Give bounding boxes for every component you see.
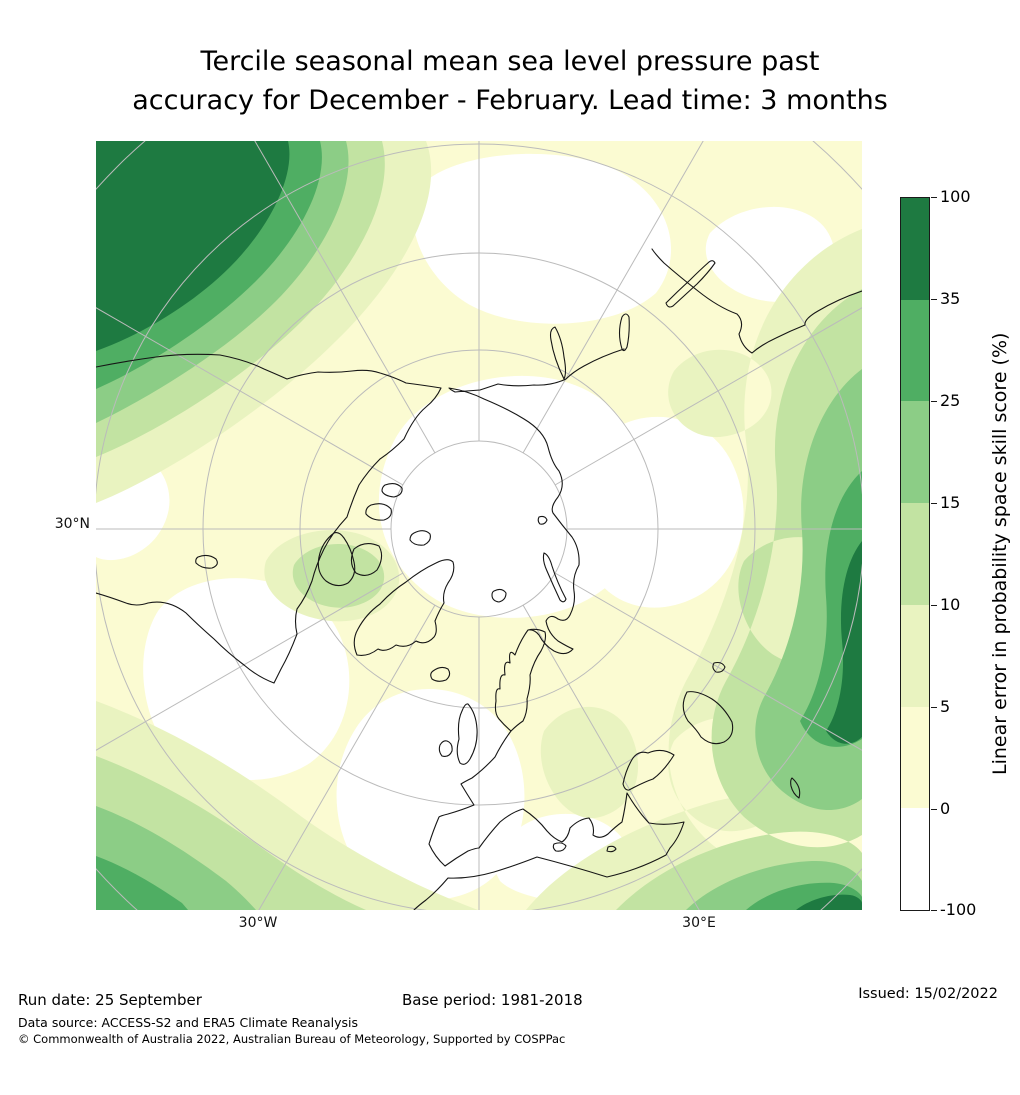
data-source-text: Data source: ACCESS-S2 and ERA5 Climate … (18, 1015, 358, 1030)
chart-title-line-1: Tercile seasonal mean sea level pressure… (200, 46, 820, 77)
colorbar-tick-label: 5 (940, 697, 951, 716)
colorbar-segment-15-25 (901, 401, 929, 504)
colorbar-tick-mark (931, 605, 937, 606)
coastlines (96, 248, 862, 910)
latitude-label-30n: 30°N (54, 516, 90, 532)
map-plot (96, 141, 862, 910)
colorbar-tick-mark (931, 197, 937, 198)
colorbar-tick-label: 100 (940, 187, 971, 206)
run-date-text: Run date: 25 September (18, 991, 202, 1009)
colorbar-segment-neg100-0 (901, 808, 929, 911)
colorbar-tick-mark (931, 809, 937, 810)
coastline-mainland (96, 248, 862, 910)
colorbar-tick-label: 10 (940, 595, 961, 614)
chart-title-line-2: accuracy for December - February. Lead t… (132, 85, 888, 116)
copyright-text: © Commonwealth of Australia 2022, Austra… (18, 1032, 566, 1046)
issued-text: Issued: 15/02/2022 (858, 986, 998, 1002)
colorbar-tick-mark (931, 503, 937, 504)
colorbar (900, 197, 930, 911)
base-period-text: Base period: 1981-2018 (402, 991, 583, 1009)
colorbar-tick-mark (931, 707, 937, 708)
contour-level6-regions (96, 141, 862, 910)
colorbar-tick-label: 15 (940, 493, 961, 512)
colorbar-segment-0-5 (901, 706, 929, 809)
colorbar-tick-label: 25 (940, 391, 961, 410)
colorbar-tick-label: 0 (940, 799, 951, 818)
contour-level0-regions (96, 153, 835, 904)
colorbar-segment-5-10 (901, 604, 929, 707)
colorbar-tick-mark (931, 401, 937, 402)
map-svg (96, 141, 862, 910)
longitude-label-30w: 30°W (238, 915, 278, 931)
colorbar-tick-mark (931, 299, 937, 300)
graticule-meridians (96, 141, 862, 910)
coastline-islands (195, 260, 801, 853)
colorbar-axis-label: Linear error in probability space skill … (989, 332, 1011, 776)
colorbar-segment-25-35 (901, 299, 929, 402)
graticule (96, 141, 862, 910)
colorbar-tick-mark (931, 910, 937, 911)
longitude-label-30e: 30°E (682, 915, 716, 931)
colorbar-segment-10-15 (901, 503, 929, 605)
colorbar-segment-35-100 (901, 198, 929, 300)
colorbar-tick-label: 35 (940, 289, 961, 308)
chart-title: Tercile seasonal mean sea level pressure… (0, 42, 1020, 120)
colorbar-tick-label: -100 (940, 900, 977, 919)
contour-level3-regions (96, 141, 862, 910)
